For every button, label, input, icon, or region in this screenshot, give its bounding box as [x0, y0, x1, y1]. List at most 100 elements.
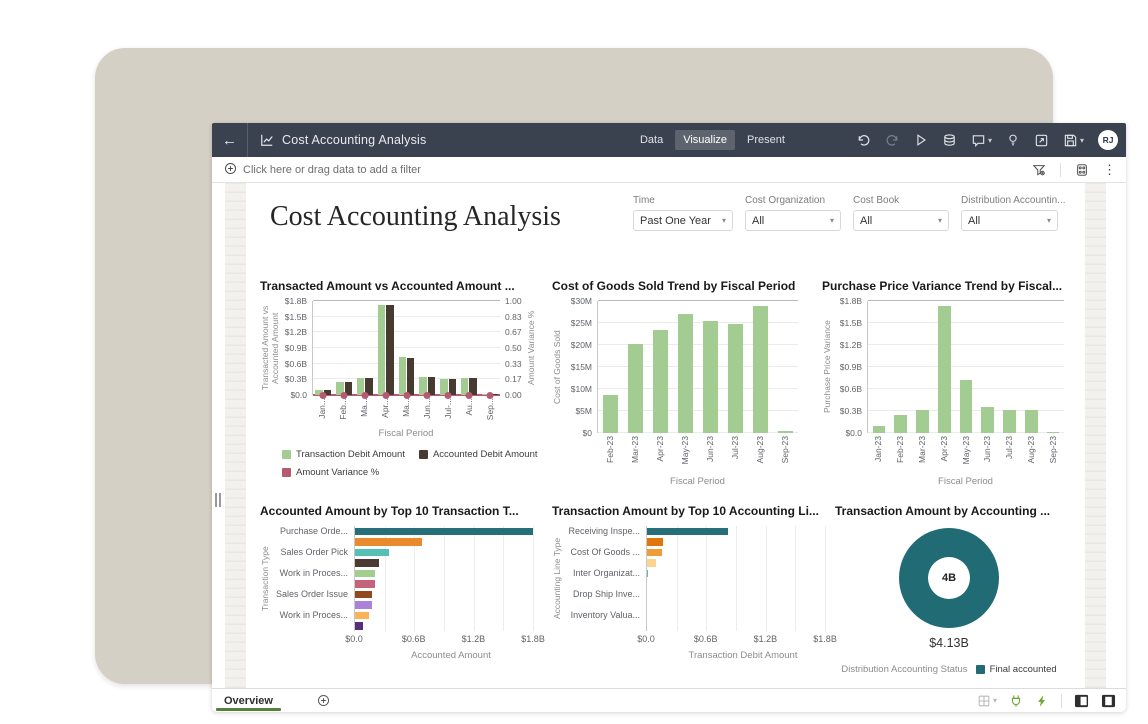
line-point[interactable] [465, 392, 473, 399]
bar[interactable] [490, 394, 498, 395]
chart-transaction-by-accounting-status[interactable]: Transaction Amount by Accounting ... 4B $4… [835, 504, 1063, 675]
bar[interactable] [398, 357, 407, 395]
bar[interactable] [647, 548, 662, 556]
panel-left-icon[interactable] [1074, 694, 1089, 708]
legend-item[interactable]: Final accounted [975, 664, 1057, 675]
bar[interactable] [355, 527, 534, 535]
line-point[interactable] [361, 392, 369, 399]
bar[interactable] [386, 305, 394, 395]
back-button[interactable]: ← [212, 123, 248, 157]
bar[interactable] [355, 548, 389, 556]
bar[interactable] [355, 590, 372, 598]
line-point[interactable] [444, 392, 452, 399]
bar[interactable] [916, 409, 929, 433]
bar[interactable] [440, 378, 448, 395]
bar[interactable] [365, 378, 373, 395]
bar[interactable] [647, 569, 649, 577]
comment-icon[interactable]: ▾ [971, 133, 992, 148]
bar[interactable] [377, 304, 386, 395]
legend-item[interactable]: Transaction Debit Amount [282, 449, 405, 460]
bar[interactable] [355, 580, 375, 588]
filter-funnel-icon[interactable] [1032, 163, 1046, 177]
bar[interactable] [427, 376, 436, 395]
bar[interactable] [460, 378, 469, 395]
export-icon[interactable] [1034, 133, 1049, 148]
bar[interactable] [753, 306, 768, 433]
bar[interactable] [1003, 410, 1016, 433]
bar[interactable] [647, 527, 729, 535]
donut-slice[interactable]: 4B [899, 528, 999, 628]
bar[interactable] [1025, 409, 1038, 433]
bar[interactable] [355, 611, 369, 619]
limit-values-icon[interactable] [1075, 163, 1089, 177]
redo-icon[interactable] [885, 133, 900, 148]
cost-organization-select[interactable]: All ▾ [745, 210, 841, 231]
bar[interactable] [469, 378, 477, 395]
line-point[interactable] [423, 392, 431, 399]
add-filter-prompt[interactable]: Click here or drag data to add a filter [224, 162, 421, 178]
chart-cogs-trend[interactable]: Cost of Goods Sold Trend by Fiscal Perio… [552, 279, 798, 487]
bar[interactable] [355, 559, 379, 567]
legend-item[interactable]: Accounted Debit Amount [418, 449, 538, 460]
tab-present[interactable]: Present [747, 134, 785, 146]
line-point[interactable] [486, 392, 494, 399]
bar[interactable] [1046, 432, 1060, 433]
time-select[interactable]: Past One Year ▾ [633, 210, 733, 231]
bar[interactable] [355, 538, 423, 546]
bar[interactable] [355, 601, 372, 609]
bar[interactable] [653, 330, 668, 433]
bar[interactable] [647, 538, 663, 546]
legend-item[interactable]: Amount Variance % [282, 467, 379, 478]
more-options-icon[interactable]: ⋮ [1103, 161, 1116, 177]
bar[interactable] [315, 390, 323, 395]
bar[interactable] [894, 415, 907, 433]
canvas-tab-overview[interactable]: Overview [212, 689, 289, 712]
line-point[interactable] [319, 392, 327, 399]
refresh-data-icon[interactable] [942, 133, 957, 148]
undo-icon[interactable] [856, 133, 871, 148]
bar[interactable] [603, 394, 618, 433]
bar[interactable] [336, 382, 344, 395]
bar[interactable] [407, 357, 415, 395]
line-point[interactable] [382, 392, 390, 399]
bar[interactable] [628, 344, 643, 433]
line-point[interactable] [340, 392, 348, 399]
chart-transacted-vs-accounted[interactable]: Transacted Amount vs Accounted Amount ..… [260, 279, 540, 478]
bar[interactable] [355, 569, 375, 577]
bar[interactable] [703, 321, 718, 433]
bar[interactable] [778, 431, 793, 433]
bar[interactable] [448, 379, 457, 395]
panel-right-icon[interactable] [1101, 694, 1116, 708]
tab-data[interactable]: Data [639, 134, 664, 146]
user-avatar[interactable]: RJ [1098, 130, 1118, 150]
save-icon[interactable]: ▾ [1063, 133, 1084, 148]
bar[interactable] [481, 394, 490, 395]
insights-bulb-icon[interactable] [1006, 133, 1020, 147]
bar[interactable] [419, 376, 427, 395]
data-connection-icon[interactable] [1009, 694, 1023, 708]
bar[interactable] [323, 390, 332, 395]
cost-book-select[interactable]: All ▾ [853, 210, 949, 231]
chart-transaction-by-accounting-line[interactable]: Transaction Amount by Top 10 Accounting … [552, 504, 840, 661]
canvas-layout-icon[interactable]: ▾ [977, 694, 997, 708]
panel-grip-handle[interactable] [215, 493, 223, 507]
bar[interactable] [356, 378, 365, 395]
chart-ppv-trend[interactable]: Purchase Price Variance Trend by Fiscal.… [822, 279, 1064, 487]
bar[interactable] [355, 622, 363, 630]
tab-visualize[interactable]: Visualize [675, 130, 736, 150]
bar[interactable] [344, 382, 353, 395]
distribution-accounting-select[interactable]: All ▾ [961, 210, 1058, 231]
add-canvas-icon[interactable] [317, 694, 330, 707]
auto-refresh-icon[interactable] [1035, 694, 1049, 708]
gridline [533, 526, 535, 631]
bar[interactable] [872, 426, 886, 433]
bar[interactable] [728, 323, 743, 433]
bar[interactable] [959, 380, 973, 433]
chart-accounted-by-transaction-type[interactable]: Accounted Amount by Top 10 Transaction T… [260, 504, 548, 661]
run-icon[interactable] [914, 133, 928, 147]
line-point[interactable] [403, 392, 411, 399]
bar[interactable] [981, 407, 995, 433]
bar[interactable] [678, 313, 693, 433]
bar[interactable] [647, 559, 656, 567]
bar[interactable] [937, 306, 951, 433]
